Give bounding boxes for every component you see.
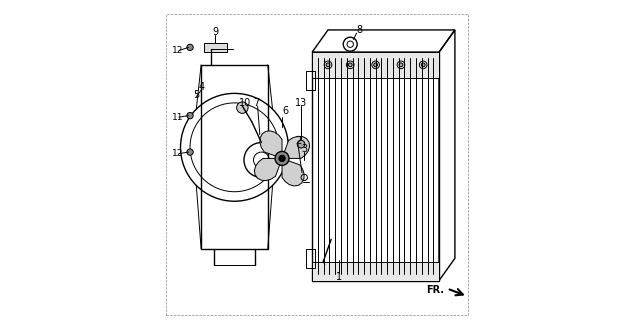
Text: 5: 5 — [193, 90, 199, 100]
Circle shape — [279, 155, 285, 162]
Bar — [312, 52, 439, 77]
Text: 1: 1 — [336, 272, 342, 282]
Bar — [312, 52, 439, 281]
Text: 12: 12 — [172, 46, 183, 55]
Polygon shape — [254, 158, 282, 180]
Text: FR.: FR. — [426, 285, 444, 295]
Circle shape — [187, 44, 193, 51]
Text: 7: 7 — [254, 98, 260, 108]
Circle shape — [326, 63, 330, 67]
Text: 13: 13 — [295, 98, 307, 108]
Circle shape — [421, 63, 425, 67]
Text: 9: 9 — [212, 27, 218, 36]
Circle shape — [187, 149, 193, 155]
Text: 4: 4 — [198, 82, 204, 92]
Circle shape — [275, 151, 289, 165]
Circle shape — [187, 112, 193, 119]
Circle shape — [348, 63, 352, 67]
Polygon shape — [282, 158, 304, 186]
Bar — [306, 71, 315, 90]
Bar — [201, 65, 268, 249]
Text: 10: 10 — [239, 98, 251, 108]
Circle shape — [237, 102, 248, 113]
Polygon shape — [260, 131, 282, 158]
Circle shape — [399, 63, 403, 67]
Text: 2: 2 — [295, 136, 301, 146]
Text: 12: 12 — [172, 149, 183, 158]
Circle shape — [374, 63, 378, 67]
Text: 8: 8 — [357, 25, 363, 35]
Bar — [312, 261, 439, 281]
Polygon shape — [204, 43, 227, 52]
Bar — [306, 249, 315, 268]
Text: 6: 6 — [282, 106, 289, 116]
Circle shape — [297, 140, 305, 148]
Text: 11: 11 — [172, 113, 183, 122]
Polygon shape — [282, 136, 310, 158]
Text: 3: 3 — [301, 144, 307, 154]
